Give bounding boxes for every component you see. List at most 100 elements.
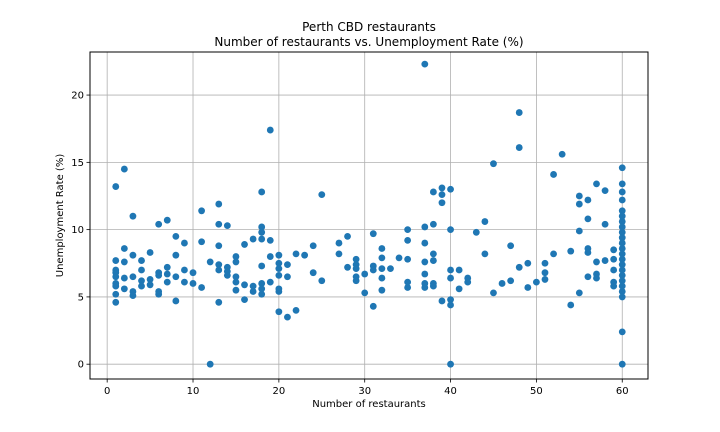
data-point — [481, 218, 489, 225]
data-point — [421, 284, 429, 291]
data-point — [112, 257, 120, 264]
data-point — [618, 218, 626, 225]
data-point — [567, 247, 575, 255]
data-point — [146, 276, 154, 283]
data-point — [618, 223, 626, 231]
data-point — [618, 239, 626, 247]
data-point — [618, 250, 626, 258]
data-point — [258, 262, 266, 270]
data-point — [593, 274, 600, 282]
data-point — [163, 278, 171, 286]
data-point — [258, 280, 266, 287]
data-point — [610, 282, 618, 290]
data-point — [275, 271, 283, 279]
data-point — [258, 285, 266, 293]
data-point — [618, 255, 626, 263]
data-point — [369, 230, 377, 238]
plot-frame — [89, 51, 649, 380]
chart-title: Perth CBD restaurants — [302, 20, 436, 34]
data-point — [258, 290, 266, 298]
data-point — [275, 308, 283, 316]
data-point — [575, 192, 583, 200]
data-point — [541, 269, 549, 277]
data-point — [601, 257, 609, 264]
data-point — [284, 273, 291, 281]
data-point — [181, 266, 188, 274]
data-point — [404, 236, 412, 244]
data-point — [361, 270, 369, 278]
data-point — [618, 234, 626, 242]
data-point — [163, 270, 171, 278]
data-point — [292, 250, 300, 258]
data-point — [352, 277, 360, 285]
data-point — [172, 232, 180, 240]
data-point — [618, 164, 626, 172]
x-axis-label: Number of restaurants — [312, 399, 426, 410]
data-point — [206, 360, 214, 368]
data-point — [301, 251, 309, 259]
data-point — [163, 216, 171, 224]
data-point — [515, 144, 523, 151]
data-point — [618, 245, 626, 252]
data-point — [618, 266, 626, 274]
data-point — [258, 188, 266, 196]
y-axis-label: Unemployment Rate (%) — [55, 154, 66, 278]
data-point — [241, 241, 248, 248]
data-point — [618, 282, 626, 290]
data-point — [120, 274, 128, 282]
y-tick-label: 0 — [78, 360, 84, 371]
data-point — [172, 297, 180, 305]
data-point — [575, 289, 583, 297]
data-point — [232, 253, 240, 260]
data-point — [429, 250, 437, 258]
data-point — [266, 236, 274, 244]
data-point — [223, 222, 231, 229]
data-point — [378, 254, 386, 262]
data-point — [404, 226, 412, 234]
data-point — [524, 284, 532, 291]
data-point — [318, 191, 326, 199]
data-point — [447, 185, 454, 193]
x-tick-label: 50 — [530, 386, 543, 397]
data-point — [361, 289, 369, 297]
data-point — [284, 313, 291, 321]
data-point — [198, 238, 206, 246]
data-point — [378, 274, 386, 282]
data-point — [490, 289, 497, 297]
data-point — [232, 286, 240, 294]
data-point — [421, 60, 429, 68]
data-point — [112, 290, 120, 298]
data-point — [541, 259, 549, 267]
data-point — [584, 215, 592, 223]
data-point — [618, 288, 626, 295]
data-point — [395, 254, 403, 262]
data-point — [181, 239, 188, 247]
data-point — [292, 306, 300, 314]
data-point — [146, 249, 154, 256]
data-point — [447, 226, 454, 234]
data-point — [309, 242, 317, 250]
data-point — [464, 278, 472, 286]
data-point — [584, 249, 592, 256]
data-point — [447, 296, 454, 304]
data-point — [618, 271, 626, 279]
data-point — [241, 296, 248, 304]
data-point — [120, 285, 128, 293]
data-point — [507, 242, 515, 250]
data-point — [112, 273, 120, 281]
data-point — [618, 207, 626, 215]
data-point — [129, 212, 137, 220]
data-point — [112, 298, 120, 306]
data-point — [344, 232, 351, 240]
data-point — [172, 251, 180, 259]
data-point — [129, 251, 137, 259]
data-point — [249, 288, 257, 295]
data-point — [155, 290, 163, 298]
data-point — [558, 150, 566, 158]
data-point — [172, 273, 180, 281]
data-point — [404, 255, 412, 263]
data-point — [610, 266, 618, 274]
data-point — [112, 282, 120, 290]
data-point — [515, 263, 523, 271]
data-point — [498, 280, 506, 287]
